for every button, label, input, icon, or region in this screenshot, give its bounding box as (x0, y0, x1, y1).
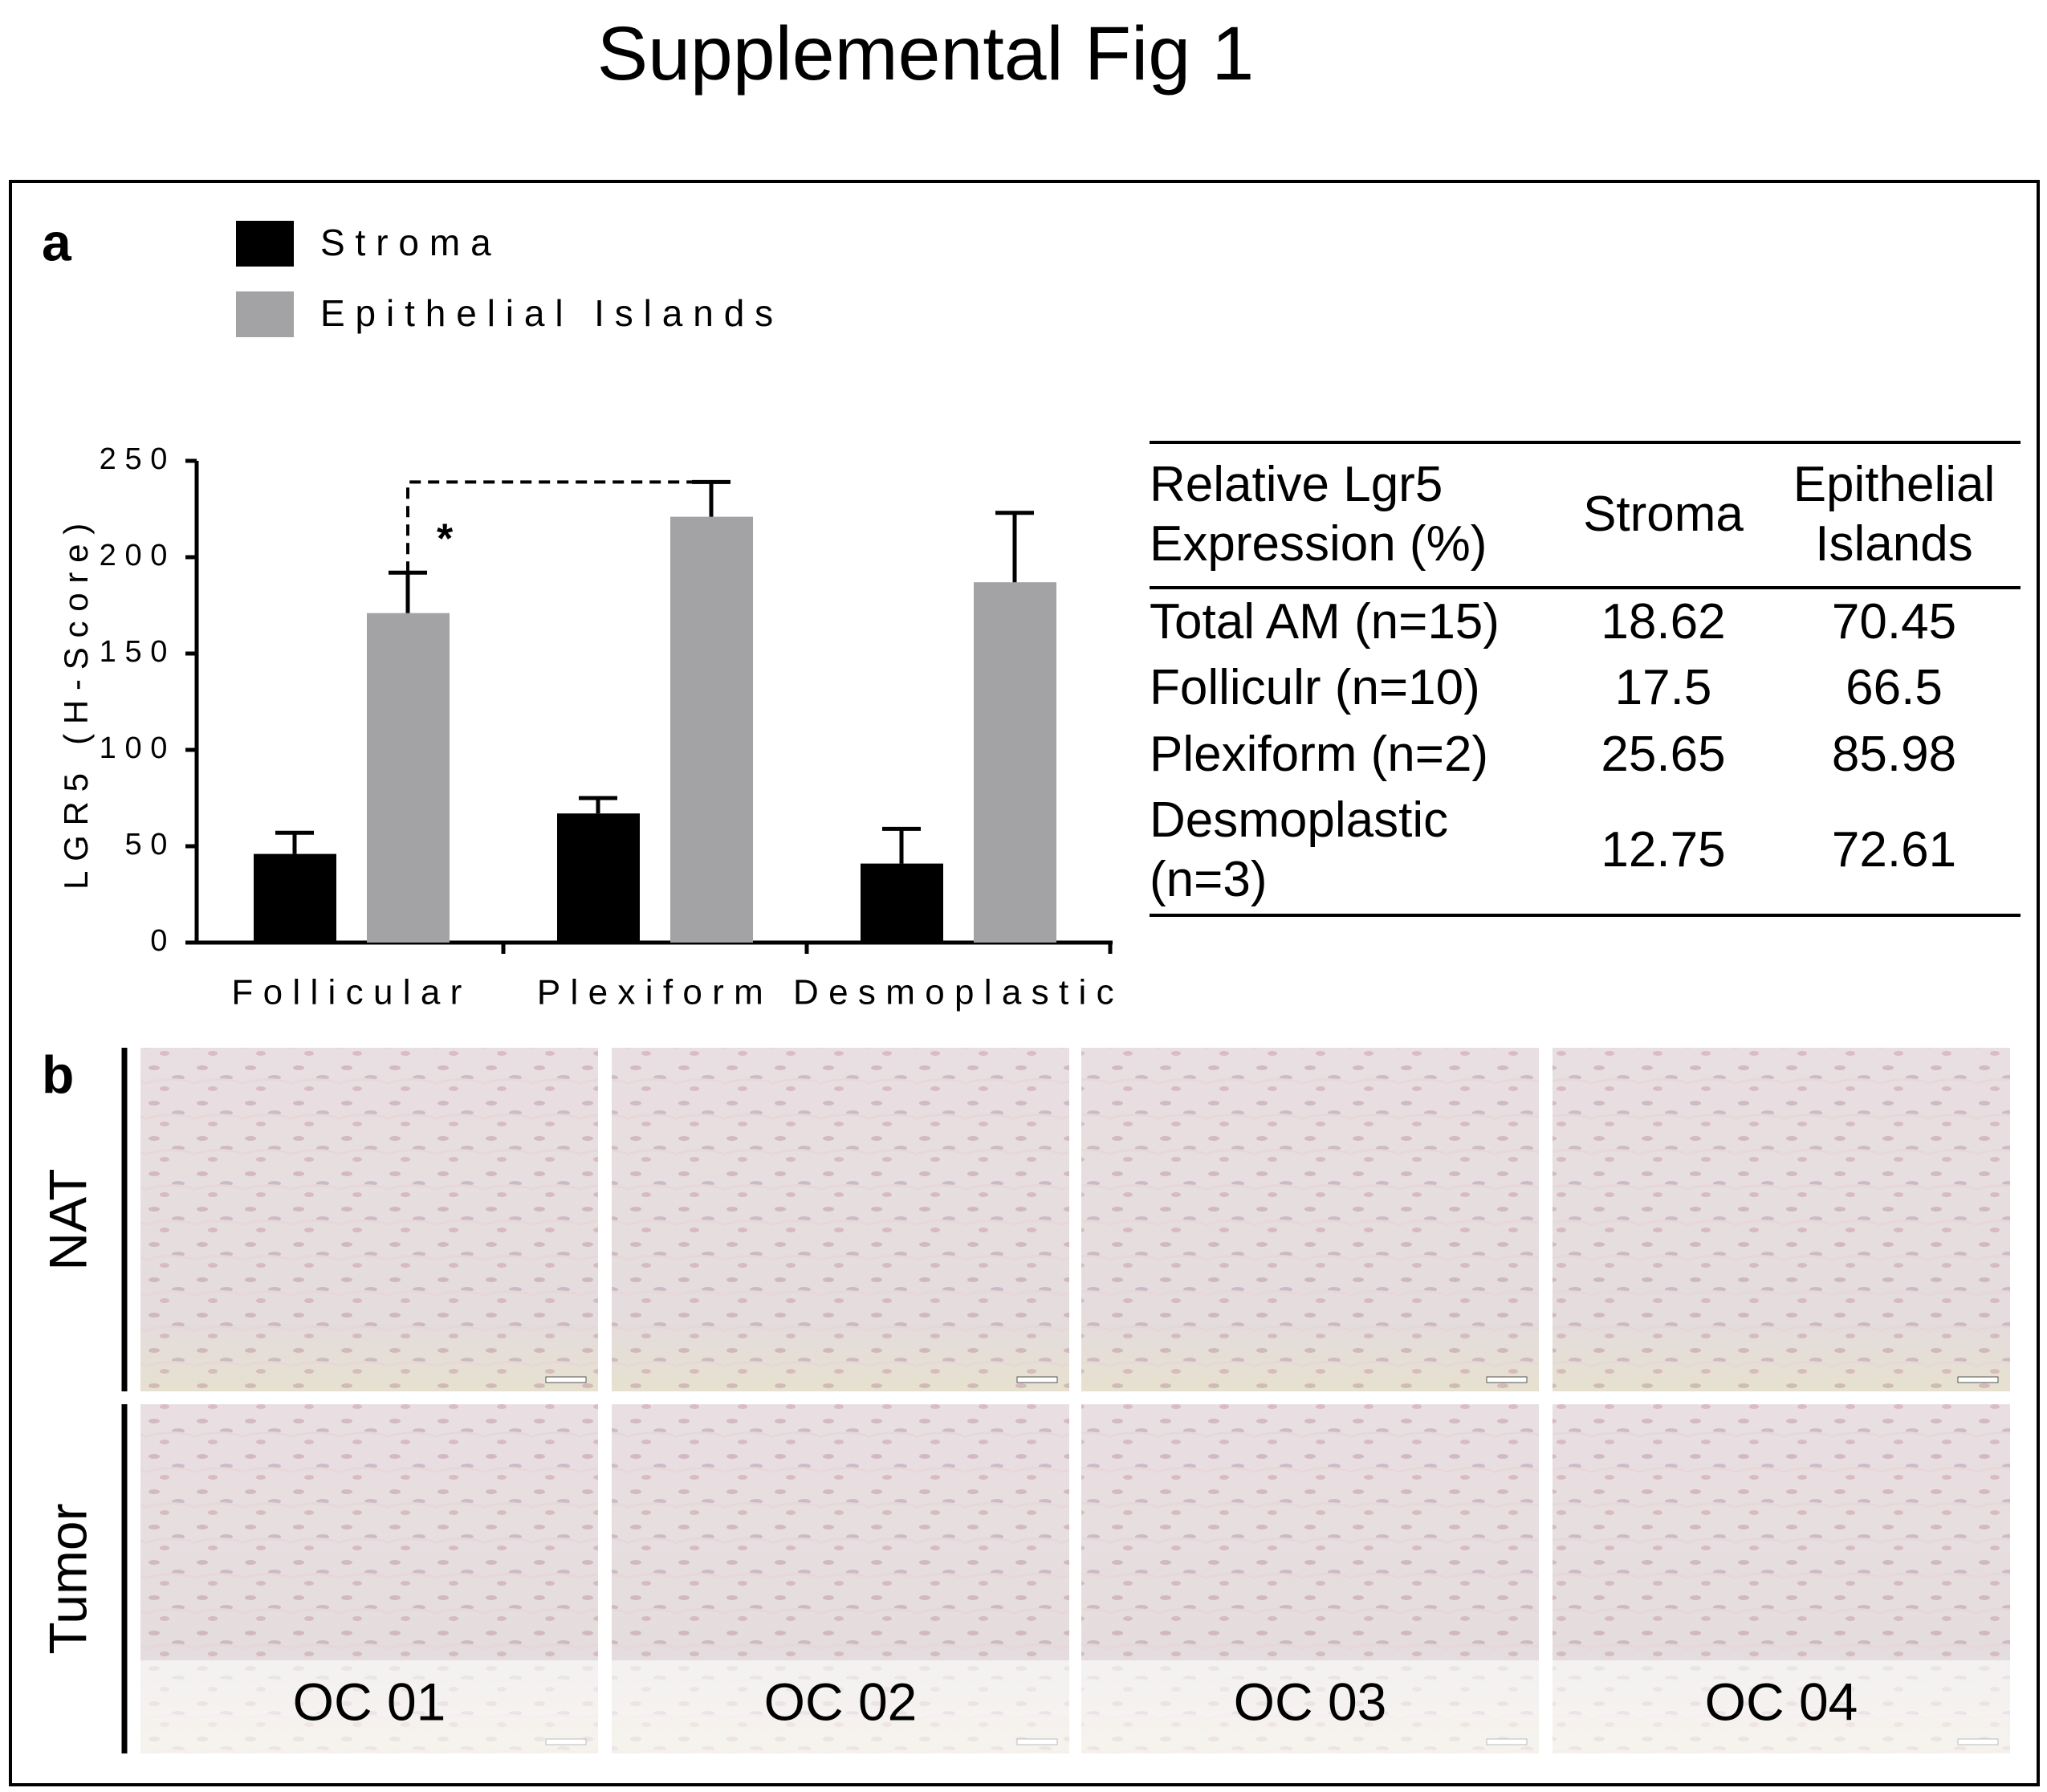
y-tick-label: 250 (100, 442, 176, 476)
table-cell: Desmoplastic (n=3) (1150, 792, 1449, 908)
panel-label: b (42, 1045, 74, 1104)
table-row: Total AM (n=15) 18.62 70.45 (1150, 588, 2021, 655)
scale-bar (1957, 1376, 1999, 1383)
header-cell: Stroma (1583, 487, 1744, 543)
error-bar (389, 570, 427, 613)
header-cell: Epithelial Islands (1793, 457, 1996, 572)
legend-label: Epithelial Islands (320, 292, 783, 334)
x-tick-label: Desmoplastic (793, 973, 1124, 1012)
table-cell: 25.65 (1601, 726, 1726, 782)
y-axis-label: LGR5 (H-Score) (57, 514, 95, 890)
scale-bar (1486, 1376, 1528, 1383)
caption-band (1081, 1660, 1539, 1753)
table-cell: 85.98 (1831, 726, 1957, 782)
x-tick-label: Follicular (231, 973, 471, 1012)
micrographs: NAT Tumor OC 01 OC 02 OC 03 OC 04 (38, 1048, 2010, 1753)
table-cell: Folliculr (n=10) (1150, 660, 1480, 716)
micrograph-texture (1081, 1048, 1539, 1391)
error-bar (995, 511, 1034, 583)
frame (9, 180, 2040, 1786)
sample-label: OC 01 (293, 1672, 446, 1731)
table-cell: 18.62 (1601, 593, 1726, 650)
micrograph-texture (1553, 1048, 2010, 1391)
row-label: NAT (38, 1168, 97, 1270)
figure-title: Supplemental Fig 1 (597, 11, 1255, 96)
scale-bar (545, 1376, 587, 1383)
bar (557, 813, 640, 943)
header-cell: Relative Lgr5 Expression (%) (1150, 457, 1487, 572)
table-header: Relative Lgr5 Expression (%) Stroma Epit… (1150, 442, 2021, 588)
sample-label: OC 03 (1234, 1672, 1387, 1731)
micrograph-texture (612, 1048, 1069, 1391)
table-cell: Plexiform (n=2) (1150, 726, 1489, 782)
significance-bracket (406, 480, 711, 573)
table-cell: 72.61 (1831, 822, 1957, 878)
sample-label: OC 02 (764, 1672, 918, 1731)
error-bar (882, 826, 921, 864)
caption-band (140, 1660, 598, 1753)
bar-chart: Stroma Epithelial Islands 0 50 100 150 200 250 L… (57, 221, 1124, 1012)
table-cell: 66.5 (1846, 660, 1943, 716)
sample-label: OC 04 (1705, 1672, 1858, 1731)
bar (974, 582, 1056, 943)
x-tick-label: Plexiform (537, 973, 773, 1012)
micrograph-texture (140, 1048, 598, 1391)
legend-swatch (236, 291, 294, 337)
legend-swatch (236, 221, 294, 267)
table-row: Desmoplastic (n=3) 12.75 72.61 (1150, 788, 2021, 915)
error-bar (579, 796, 617, 814)
table-cell: Total AM (n=15) (1150, 593, 1500, 650)
y-tick-label: 200 (100, 539, 176, 572)
expression-table: Relative Lgr5 Expression (%) Stroma Epit… (1150, 441, 2021, 917)
bar (861, 863, 943, 943)
table-row: Plexiform (n=2) 25.65 85.98 (1150, 722, 2021, 788)
caption-band (612, 1660, 1069, 1753)
caption-band (1553, 1660, 2010, 1753)
error-bar (275, 830, 314, 854)
significance-star: * (437, 516, 454, 563)
table-cell: 12.75 (1601, 822, 1726, 878)
bar (254, 853, 336, 943)
y-tick-label: 0 (150, 924, 176, 958)
y-tick-label: 100 (100, 731, 176, 765)
table-cell: 17.5 (1614, 660, 1712, 716)
y-tick-label: 150 (100, 635, 176, 669)
panel-label: a (42, 212, 72, 271)
scale-bar (1016, 1376, 1058, 1383)
y-tick-label: 50 (124, 828, 176, 861)
bar (670, 516, 753, 943)
table-cell: 70.45 (1831, 593, 1957, 650)
bar (367, 613, 450, 943)
legend-label: Stroma (320, 222, 502, 263)
error-bar (692, 479, 730, 517)
table-row: Folliculr (n=10) 17.5 66.5 (1150, 655, 2021, 721)
row-label: Tumor (38, 1503, 97, 1654)
